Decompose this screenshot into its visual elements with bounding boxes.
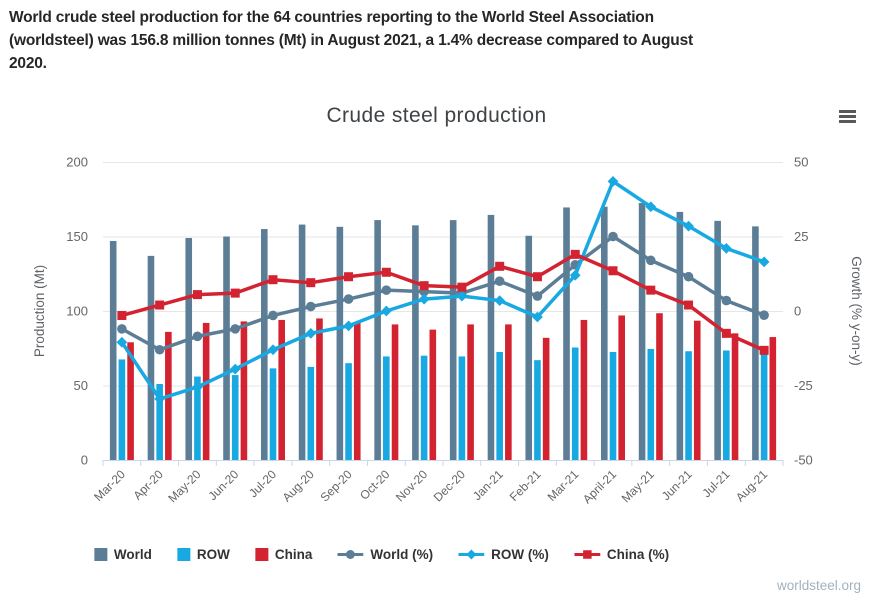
chart-canvas: 0 50 100 150 200 -50 -25 0 25 50 Production (Mt) Gr… [32, 155, 864, 507]
world-marker-icon [337, 550, 364, 559]
svg-text:Dec-20: Dec-20 [431, 467, 468, 504]
legend-label: World (%) [370, 547, 434, 562]
header-line-2: (worldsteel) was 156.8 million tonnes (M… [9, 32, 693, 49]
legend-label: World [113, 547, 152, 562]
svg-text:Jun-21: Jun-21 [659, 467, 695, 503]
svg-text:-25: -25 [794, 378, 813, 393]
svg-text:150: 150 [66, 229, 88, 244]
svg-text:May-21: May-21 [619, 467, 657, 505]
x-axis [102, 460, 784, 466]
legend: World ROW China World (%) ROW (%) China (%) [93, 547, 670, 562]
hamburger-menu-icon[interactable] [839, 110, 856, 125]
bars-world [109, 202, 759, 460]
svg-text:50: 50 [794, 155, 808, 170]
svg-text:100: 100 [66, 304, 88, 319]
china-swatch-icon [254, 548, 268, 561]
svg-text:Jul-21: Jul-21 [699, 467, 732, 500]
x-axis-labels: Mar-20 Apr-20 May-20 Jun-20 Jul-20 Aug-20 Sep-… [91, 467, 770, 506]
svg-text:Nov-20: Nov-20 [393, 467, 430, 504]
bars-row [118, 347, 768, 460]
svg-text:Sep-20: Sep-20 [317, 467, 354, 504]
svg-text:200: 200 [66, 155, 88, 170]
svg-text:0: 0 [794, 304, 801, 319]
legend-item-world[interactable]: World [93, 547, 152, 562]
y-axis-left-title: Production (Mt) [32, 265, 47, 357]
svg-text:25: 25 [794, 229, 808, 244]
y-axis-right-labels: -50 -25 0 25 50 [794, 155, 813, 468]
china-marker-icon [573, 550, 600, 559]
legend-item-china[interactable]: China (%) [573, 547, 670, 562]
svg-text:Mar-20: Mar-20 [91, 467, 128, 504]
svg-text:Mar-21: Mar-21 [545, 467, 582, 504]
svg-text:April-21: April-21 [580, 467, 619, 506]
line-row [116, 175, 770, 405]
legend-label: ROW [196, 547, 230, 562]
header-line-1: World crude steel production for the 64 … [9, 9, 654, 26]
svg-text:Aug-20: Aug-20 [280, 467, 317, 504]
row-marker-icon [458, 549, 485, 560]
line-china [117, 249, 769, 355]
svg-text:Aug-21: Aug-21 [733, 467, 770, 504]
svg-text:Apr-20: Apr-20 [130, 467, 166, 503]
svg-text:Jul-20: Jul-20 [246, 467, 279, 500]
svg-text:Feb-21: Feb-21 [507, 467, 544, 504]
legend-item-row[interactable]: ROW [176, 547, 230, 562]
world-swatch-icon [93, 548, 107, 561]
legend-label: China (%) [606, 547, 670, 562]
legend-item-row[interactable]: ROW (%) [458, 547, 549, 562]
svg-text:Jan-21: Jan-21 [470, 467, 506, 503]
row-swatch-icon [176, 548, 190, 561]
y-axis-left-labels: 0 50 100 150 200 [66, 155, 88, 468]
legend-item-world[interactable]: World (%) [337, 547, 433, 562]
svg-text:Jun-20: Jun-20 [205, 467, 241, 503]
header-text: World crude steel production for the 64 … [9, 6, 867, 75]
legend-label: China [274, 547, 313, 562]
header-line-3: 2020. [9, 55, 47, 72]
svg-text:May-20: May-20 [165, 467, 203, 505]
footer-link[interactable]: worldsteel.org [776, 578, 861, 593]
svg-text:50: 50 [74, 378, 88, 393]
legend-item-china[interactable]: China [254, 547, 313, 562]
svg-text:Oct-20: Oct-20 [357, 467, 393, 503]
svg-text:0: 0 [81, 453, 88, 468]
y-axis-right-title: Growth (% y-on-y) [849, 256, 864, 366]
chart-title: Crude steel production [326, 104, 547, 127]
legend-label: ROW (%) [491, 547, 549, 562]
svg-text:-50: -50 [794, 453, 813, 468]
